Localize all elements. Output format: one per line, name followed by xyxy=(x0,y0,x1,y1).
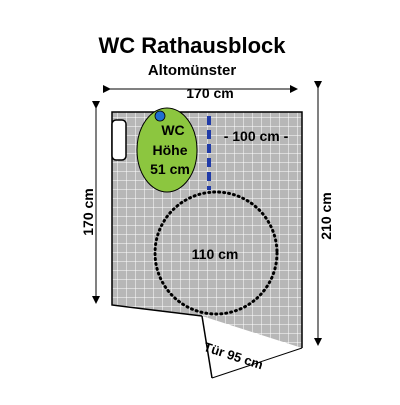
page-subtitle: Altomünster xyxy=(148,62,237,79)
door-leaf xyxy=(201,315,213,379)
door-label: Tür 95 cm xyxy=(202,339,265,372)
left-height-label: 170 cm xyxy=(80,188,96,235)
page-title: WC Rathausblock xyxy=(98,33,286,58)
wc-label-line1: WC xyxy=(161,122,184,138)
room-walls xyxy=(111,111,303,348)
wc-label-line3: 51 cm xyxy=(150,161,190,177)
turning-circle xyxy=(153,190,279,316)
door-swing-line xyxy=(211,347,303,379)
right-height-label: 210 cm xyxy=(318,192,334,239)
wc-label-line2: Höhe xyxy=(153,142,188,158)
top-width-label: 170 cm xyxy=(186,85,233,101)
wc-marker-dot xyxy=(154,110,166,122)
turning-circle-label: 110 cm xyxy=(192,246,239,262)
wc-toilet xyxy=(136,107,198,193)
clearance-label: - 100 cm - xyxy=(224,128,289,144)
wash-basin xyxy=(111,119,127,161)
